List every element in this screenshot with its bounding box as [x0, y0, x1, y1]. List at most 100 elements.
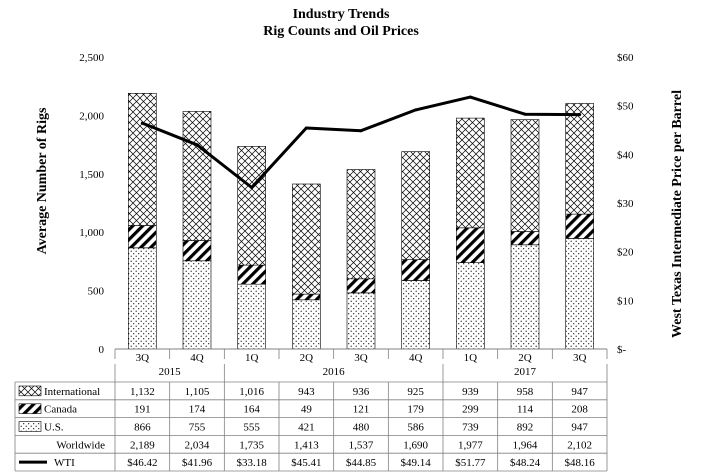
- table-cell: $33.18: [237, 457, 268, 469]
- table-cell: 299: [462, 404, 479, 416]
- table-cell: $48.24: [510, 457, 541, 469]
- quarter-label: 3Q: [354, 352, 368, 364]
- wti-point-7: [523, 112, 527, 116]
- table-cell: 1,016: [239, 386, 264, 398]
- table-cell: $44.85: [346, 457, 377, 469]
- table-cell: 555: [243, 422, 260, 434]
- bar-segment-dots-7: [510, 244, 540, 350]
- y-tick-label: 2,000: [79, 110, 104, 122]
- table-cell: 2,102: [567, 439, 592, 451]
- table-cell: 174: [189, 404, 206, 416]
- year-label: 2017: [514, 366, 537, 378]
- row-label: WTI: [54, 457, 75, 469]
- y-tick-label: 0: [99, 344, 105, 356]
- y-tick-label: 1,000: [79, 227, 104, 239]
- bar-segment-crosshatch-7: [510, 119, 540, 232]
- wti-point-0: [140, 121, 144, 125]
- bar-segment-crosshatch-6: [455, 117, 485, 229]
- year-label: 2015: [159, 366, 182, 378]
- chart-title: Industry Trends: [293, 7, 390, 22]
- y-axis-label: Average Number of Rigs: [35, 107, 50, 254]
- wti-point-1: [195, 143, 199, 147]
- bar-segment-diagonal-6: [455, 227, 485, 264]
- table-cell: 2,189: [130, 439, 155, 451]
- table-cell: 1,735: [239, 439, 264, 451]
- quarter-label: 4Q: [409, 352, 423, 364]
- quarter-label: 3Q: [573, 352, 587, 364]
- table-cell: $48.16: [565, 457, 596, 469]
- plot-area: 0 500 1,000 1,500 2,000 2,500 $- $10 $20 $30 $40 $5…: [79, 52, 634, 356]
- table-cell: 947: [571, 386, 588, 398]
- bar-segment-dots-4: [346, 292, 376, 350]
- bar-segment-crosshatch-2: [237, 146, 266, 266]
- table-cell: 866: [134, 422, 151, 434]
- legend-key-diagonal: [18, 403, 42, 414]
- table-cell: 936: [353, 386, 370, 398]
- bar-segment-diagonal-2: [237, 264, 266, 285]
- table-cell: 925: [407, 386, 424, 398]
- bar-segment-diagonal-7: [510, 231, 540, 246]
- table-cell: 1,537: [349, 439, 374, 451]
- bar-segment-crosshatch-5: [401, 151, 431, 260]
- wti-point-5: [414, 108, 418, 112]
- row-label: International: [44, 386, 100, 398]
- y-tick-label: 1,500: [79, 169, 104, 181]
- table-cell: 1,413: [294, 439, 319, 451]
- bar-segment-diagonal-3: [291, 293, 321, 301]
- table-cell: 1,105: [185, 386, 210, 398]
- y2-tick-label: $40: [617, 149, 634, 161]
- bar-segment-dots-8: [565, 238, 595, 350]
- bar-segment-diagonal-1: [182, 240, 212, 262]
- y-tick-label: 2,500: [79, 52, 104, 64]
- wti-point-4: [359, 129, 363, 133]
- table-cell: 480: [353, 422, 370, 434]
- legend-key-crosshatch: [18, 385, 42, 397]
- quarter-label: 4Q: [190, 352, 204, 364]
- table-cell: 1,964: [513, 439, 538, 451]
- quarter-label: 1Q: [245, 352, 259, 364]
- bar-segment-diagonal-4: [346, 278, 376, 294]
- table-cell: $49.14: [401, 457, 432, 469]
- row-label: Worldwide: [56, 439, 105, 451]
- data-table: 3Q 4Q 1Q 2Q 3Q 4Q 1Q 2Q 3Q 2015 2016 2017 Internatio…: [14, 349, 608, 472]
- bar-segment-crosshatch-3: [291, 183, 321, 295]
- bar-segment-crosshatch-1: [182, 111, 212, 241]
- quarter-label: 2Q: [518, 352, 532, 364]
- table-cell: $45.41: [291, 457, 321, 469]
- bar-segment-crosshatch-0: [128, 93, 157, 226]
- table-cell: 421: [298, 422, 315, 434]
- bar-segment-crosshatch-4: [346, 169, 376, 280]
- y2-tick-label: $-: [617, 344, 627, 356]
- bar-segment-crosshatch-8: [565, 103, 595, 215]
- table-cell: 1,132: [130, 386, 155, 398]
- wti-point-8: [578, 113, 582, 117]
- year-label: 2016: [323, 366, 346, 378]
- table-cell: 739: [462, 422, 479, 434]
- table-cell: 939: [462, 386, 479, 398]
- table-cell: 586: [407, 422, 424, 434]
- table-cell: 1,690: [403, 439, 428, 451]
- wti-point-6: [468, 95, 472, 99]
- bar-segment-dots-1: [182, 260, 212, 350]
- table-cell: 958: [517, 386, 534, 398]
- quarter-label: 3Q: [136, 352, 150, 364]
- row-label: U.S.: [44, 422, 64, 434]
- table-cell: 947: [571, 422, 588, 434]
- row-label: Canada: [44, 404, 77, 416]
- table-cell: 1,977: [458, 439, 483, 451]
- y-tick-label: 500: [88, 286, 105, 298]
- y2-tick-label: $20: [617, 247, 634, 259]
- table-cell: 114: [517, 404, 534, 416]
- table-cell: $41.96: [182, 457, 213, 469]
- table-cell: 892: [517, 422, 534, 434]
- table-cell: $51.77: [455, 457, 486, 469]
- bar-segment-dots-5: [401, 280, 431, 350]
- bar-segment-diagonal-5: [401, 259, 431, 281]
- bar-segment-dots-0: [128, 247, 157, 350]
- quarter-label: 1Q: [464, 352, 478, 364]
- y2-tick-label: $50: [617, 101, 634, 113]
- table-cell: 208: [571, 404, 588, 416]
- table-cell: 121: [353, 404, 370, 416]
- wti-point-3: [304, 126, 308, 130]
